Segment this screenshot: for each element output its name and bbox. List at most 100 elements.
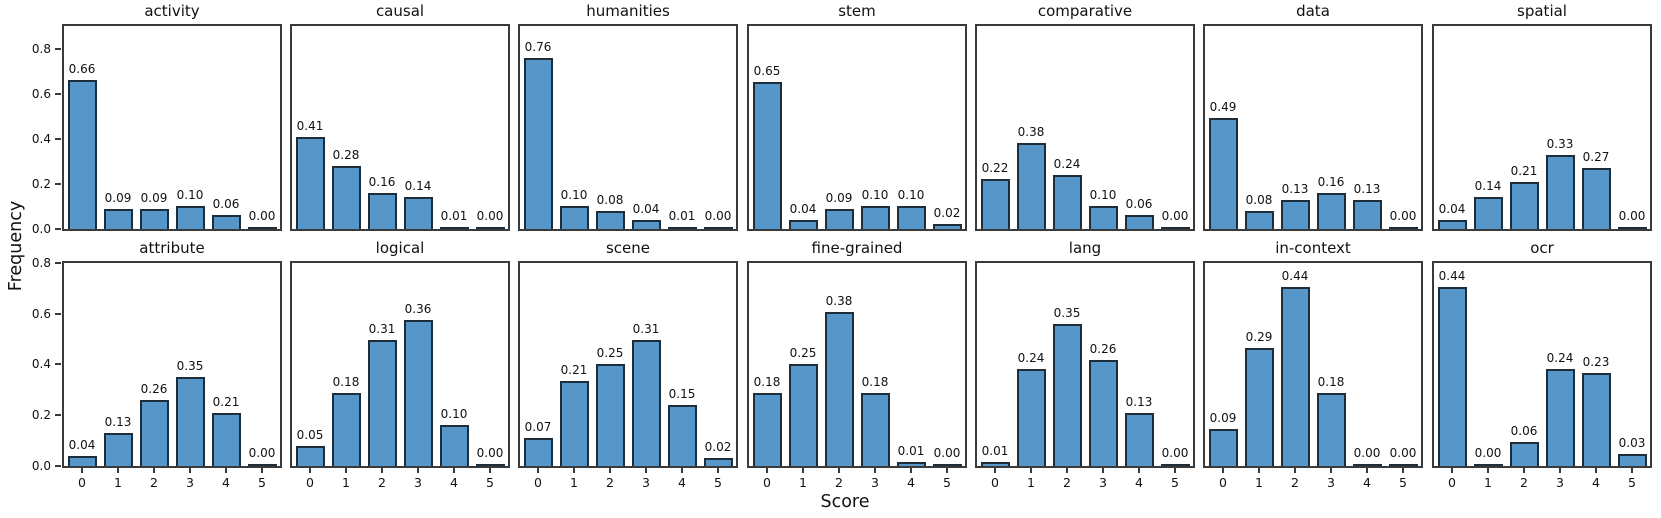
bar-value-label: 0.18 bbox=[1317, 375, 1345, 389]
bar-value-label: 0.00 bbox=[704, 209, 732, 223]
bar-value-label: 0.10 bbox=[440, 407, 468, 421]
bar-lang-score-2 bbox=[1052, 324, 1082, 466]
plot-area-scene bbox=[518, 261, 738, 468]
y-tick-mark bbox=[55, 228, 61, 230]
bar-data-score-0 bbox=[1208, 118, 1238, 229]
bar-value-label: 0.00 bbox=[248, 209, 276, 223]
y-tick-mark bbox=[55, 465, 61, 467]
bar-lang-score-3 bbox=[1088, 360, 1118, 466]
x-tick-mark bbox=[1487, 468, 1489, 473]
x-tick-label: 0 bbox=[306, 475, 314, 490]
x-tick-label: 5 bbox=[1171, 475, 1179, 490]
x-tick-mark bbox=[225, 468, 227, 473]
bar-value-label: 0.14 bbox=[404, 179, 432, 193]
bar-attribute-score-0 bbox=[67, 456, 97, 466]
y-tick-label: 0.0 bbox=[31, 222, 51, 236]
bar-value-label: 0.04 bbox=[1438, 202, 1466, 216]
plot-area-logical bbox=[290, 261, 510, 468]
bar-value-label: 0.08 bbox=[596, 193, 624, 207]
bar-scene-score-3 bbox=[631, 340, 661, 466]
bar-value-label: 0.66 bbox=[68, 62, 96, 76]
bar-value-label: 0.00 bbox=[1618, 209, 1646, 223]
x-tick-label: 2 bbox=[1063, 475, 1071, 490]
bar-scene-score-4 bbox=[667, 405, 697, 466]
x-tick-mark bbox=[910, 468, 912, 473]
y-tick-mark bbox=[55, 48, 61, 50]
x-tick-mark bbox=[717, 468, 719, 473]
x-tick-label: 5 bbox=[1628, 475, 1636, 490]
x-tick-mark bbox=[81, 468, 83, 473]
bar-scene-score-0 bbox=[523, 438, 553, 466]
bar-ocr-score-4 bbox=[1581, 373, 1611, 466]
bar-value-label: 0.27 bbox=[1582, 150, 1610, 164]
bar-stem-score-2 bbox=[824, 209, 854, 229]
bar-value-label: 0.00 bbox=[476, 209, 504, 223]
bar-value-label: 0.04 bbox=[68, 438, 96, 452]
bar-value-label: 0.00 bbox=[1474, 446, 1502, 460]
x-tick-label: 4 bbox=[450, 475, 458, 490]
x-tick-label: 4 bbox=[1363, 475, 1371, 490]
x-tick-label: 3 bbox=[1099, 475, 1107, 490]
bar-value-label: 0.13 bbox=[1353, 182, 1381, 196]
x-tick-label: 3 bbox=[414, 475, 422, 490]
x-tick-label: 3 bbox=[1327, 475, 1335, 490]
bar-value-label: 0.00 bbox=[933, 446, 961, 460]
plot-area-causal bbox=[290, 24, 510, 231]
y-tick-mark bbox=[55, 414, 61, 416]
bar-value-label: 0.16 bbox=[1317, 175, 1345, 189]
bar-data-score-4 bbox=[1352, 200, 1382, 229]
bar-fine-grained-score-1 bbox=[788, 364, 818, 466]
bar-value-label: 0.65 bbox=[753, 64, 781, 78]
x-tick-mark bbox=[1174, 468, 1176, 473]
bar-causal-score-1 bbox=[331, 166, 361, 229]
subplot-title-humanities: humanities bbox=[586, 2, 670, 20]
subplot-title-fine-grained: fine-grained bbox=[811, 239, 903, 257]
x-tick-label: 3 bbox=[1556, 475, 1564, 490]
bar-value-label: 0.49 bbox=[1209, 100, 1237, 114]
bar-value-label: 0.18 bbox=[861, 375, 889, 389]
bar-value-label: 0.01 bbox=[440, 209, 468, 223]
bar-comparative-score-2 bbox=[1052, 175, 1082, 229]
bar-activity-score-0 bbox=[67, 80, 97, 229]
x-tick-label: 2 bbox=[1520, 475, 1528, 490]
bar-in-context-score-3 bbox=[1316, 393, 1346, 466]
plot-area-spatial bbox=[1432, 24, 1652, 231]
bar-value-label: 0.02 bbox=[704, 440, 732, 454]
x-tick-mark bbox=[1066, 468, 1068, 473]
bar-value-label: 0.25 bbox=[789, 346, 817, 360]
bar-value-label: 0.06 bbox=[1510, 424, 1538, 438]
bar-value-label: 0.38 bbox=[825, 294, 853, 308]
bar-value-label: 0.16 bbox=[368, 175, 396, 189]
bar-value-label: 0.08 bbox=[1245, 193, 1273, 207]
bar-ocr-score-2 bbox=[1509, 442, 1539, 466]
plot-area-lang bbox=[975, 261, 1195, 468]
x-tick-label: 5 bbox=[258, 475, 266, 490]
x-tick-mark bbox=[417, 468, 419, 473]
bar-data-score-5 bbox=[1388, 227, 1418, 229]
bar-in-context-score-2 bbox=[1280, 287, 1310, 466]
y-tick-mark bbox=[55, 313, 61, 315]
plot-area-in-context bbox=[1203, 261, 1423, 468]
bar-in-context-score-0 bbox=[1208, 429, 1238, 466]
bar-value-label: 0.10 bbox=[861, 188, 889, 202]
x-tick-label: 2 bbox=[835, 475, 843, 490]
subplot-title-attribute: attribute bbox=[139, 239, 205, 257]
bar-value-label: 0.29 bbox=[1245, 330, 1273, 344]
bar-logical-score-4 bbox=[439, 425, 469, 466]
bar-logical-score-5 bbox=[475, 464, 505, 466]
bar-value-label: 0.13 bbox=[104, 415, 132, 429]
bar-data-score-1 bbox=[1244, 211, 1274, 229]
plot-area-data bbox=[1203, 24, 1423, 231]
bar-value-label: 0.33 bbox=[1546, 137, 1574, 151]
bar-value-label: 0.38 bbox=[1017, 125, 1045, 139]
bar-spatial-score-0 bbox=[1437, 220, 1467, 229]
bar-logical-score-0 bbox=[295, 446, 325, 466]
bar-humanities-score-2 bbox=[595, 211, 625, 229]
bar-logical-score-2 bbox=[367, 340, 397, 466]
bar-value-label: 0.21 bbox=[560, 363, 588, 377]
x-tick-label: 0 bbox=[534, 475, 542, 490]
x-tick-mark bbox=[645, 468, 647, 473]
x-tick-mark bbox=[1559, 468, 1561, 473]
bar-spatial-score-5 bbox=[1617, 227, 1647, 229]
